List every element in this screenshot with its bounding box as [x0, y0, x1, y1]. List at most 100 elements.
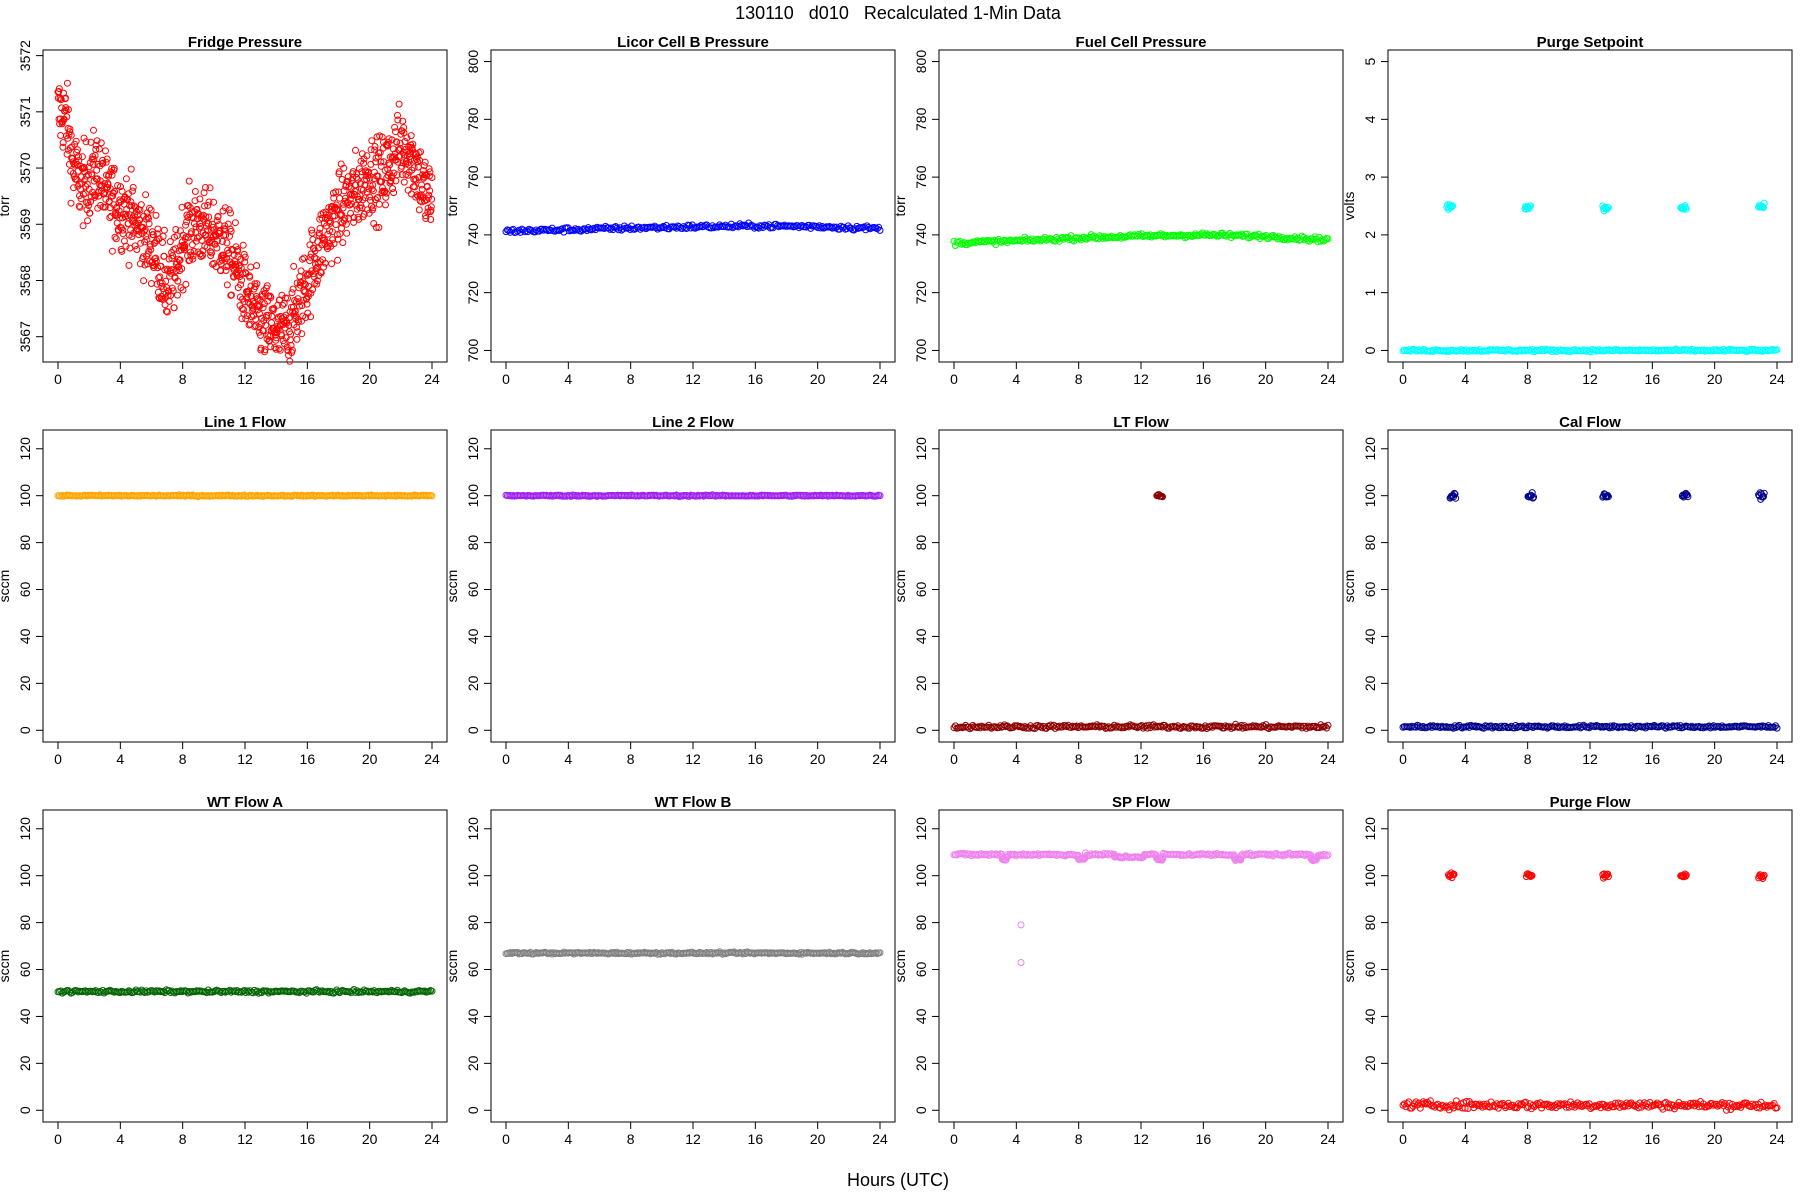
data-point	[303, 300, 311, 308]
data-point	[308, 267, 316, 275]
y-tick-label: 5	[1362, 57, 1378, 65]
panel-title: WT Flow B	[655, 794, 732, 811]
data-point	[102, 147, 109, 155]
data-point	[321, 259, 329, 267]
y-axis-label: sccm	[0, 570, 12, 603]
data-point	[131, 242, 139, 250]
data-point	[398, 162, 406, 170]
data-point	[531, 228, 539, 236]
x-tick-label: 20	[362, 751, 378, 767]
y-tick-label: 80	[913, 535, 929, 551]
data-point	[400, 178, 408, 186]
panel-title: Line 2 Flow	[652, 414, 734, 431]
x-tick-label: 12	[1133, 1131, 1149, 1147]
x-tick-label: 16	[1645, 1131, 1661, 1147]
data-point	[347, 190, 355, 198]
data-point	[407, 132, 415, 140]
data-point	[408, 166, 416, 174]
data-point	[338, 175, 346, 183]
x-tick-label: 8	[627, 371, 635, 387]
data-points	[54, 79, 436, 365]
data-point	[1450, 489, 1458, 497]
data-point	[427, 206, 435, 214]
data-point	[240, 306, 247, 313]
data-point	[421, 158, 429, 166]
x-tick-label: 8	[179, 1131, 187, 1147]
data-point	[375, 200, 383, 208]
y-tick-label: 60	[465, 582, 481, 598]
data-point	[66, 128, 74, 136]
data-point	[268, 312, 276, 320]
data-point	[1237, 856, 1245, 864]
x-tick-label: 4	[564, 1131, 572, 1147]
x-tick-label: 0	[1399, 371, 1407, 387]
x-tick-label: 8	[179, 371, 187, 387]
data-point	[369, 187, 377, 195]
data-point	[313, 277, 321, 285]
x-tick-label: 16	[748, 1131, 764, 1147]
data-point	[340, 187, 348, 195]
data-point	[58, 120, 66, 128]
data-point	[107, 212, 115, 220]
data-point	[70, 184, 78, 192]
data-point	[78, 153, 86, 161]
x-tick-label: 8	[179, 751, 187, 767]
data-point	[389, 185, 397, 193]
y-tick-label: 100	[913, 864, 929, 888]
data-point	[247, 263, 255, 271]
data-point	[1527, 202, 1534, 210]
data-point	[335, 168, 343, 176]
data-point	[129, 183, 137, 191]
data-point	[1159, 493, 1166, 501]
data-point	[170, 304, 178, 312]
data-point	[326, 227, 333, 235]
data-point	[1604, 204, 1612, 212]
data-point	[267, 343, 275, 351]
data-point	[394, 116, 402, 124]
data-point	[261, 346, 269, 354]
y-tick-label: 120	[1362, 437, 1378, 461]
y-axis-label: sccm	[444, 950, 460, 983]
data-point	[196, 195, 204, 203]
data-point	[162, 307, 170, 315]
data-point	[85, 202, 93, 209]
y-tick-label: 40	[913, 1008, 929, 1024]
x-tick-label: 16	[748, 751, 764, 767]
data-point	[174, 263, 182, 271]
data-point	[1158, 492, 1166, 500]
y-axis-label: sccm	[892, 950, 908, 983]
x-tick-label: 8	[627, 1131, 635, 1147]
data-point	[1723, 1106, 1730, 1114]
y-tick-label: 40	[465, 1008, 481, 1024]
data-point	[145, 215, 152, 223]
data-point	[678, 225, 686, 232]
data-point	[424, 194, 432, 202]
data-point	[995, 724, 1003, 731]
data-point	[221, 204, 229, 212]
data-point	[174, 291, 181, 299]
data-point	[145, 247, 153, 255]
data-point	[57, 132, 65, 139]
data-point	[1450, 870, 1458, 878]
y-tick-label: 3569	[17, 208, 33, 239]
x-tick-label: 0	[502, 751, 510, 767]
data-point	[139, 224, 147, 231]
data-point	[292, 312, 300, 320]
data-point	[1447, 203, 1455, 211]
data-point	[151, 238, 159, 246]
data-points	[950, 849, 1332, 966]
data-point	[876, 226, 884, 234]
data-point	[1769, 345, 1777, 353]
x-tick-label: 4	[564, 371, 572, 387]
x-tick-label: 0	[54, 371, 62, 387]
data-point	[1595, 1101, 1603, 1108]
x-tick-label: 4	[1012, 371, 1020, 387]
data-point	[59, 117, 67, 125]
data-point	[1324, 235, 1332, 243]
data-point	[79, 222, 87, 230]
data-point	[146, 204, 153, 212]
x-tick-label: 4	[1012, 751, 1020, 767]
y-tick-label: 0	[465, 1106, 481, 1114]
y-tick-label: 20	[1362, 675, 1378, 691]
y-axis-label: sccm	[1341, 570, 1357, 603]
